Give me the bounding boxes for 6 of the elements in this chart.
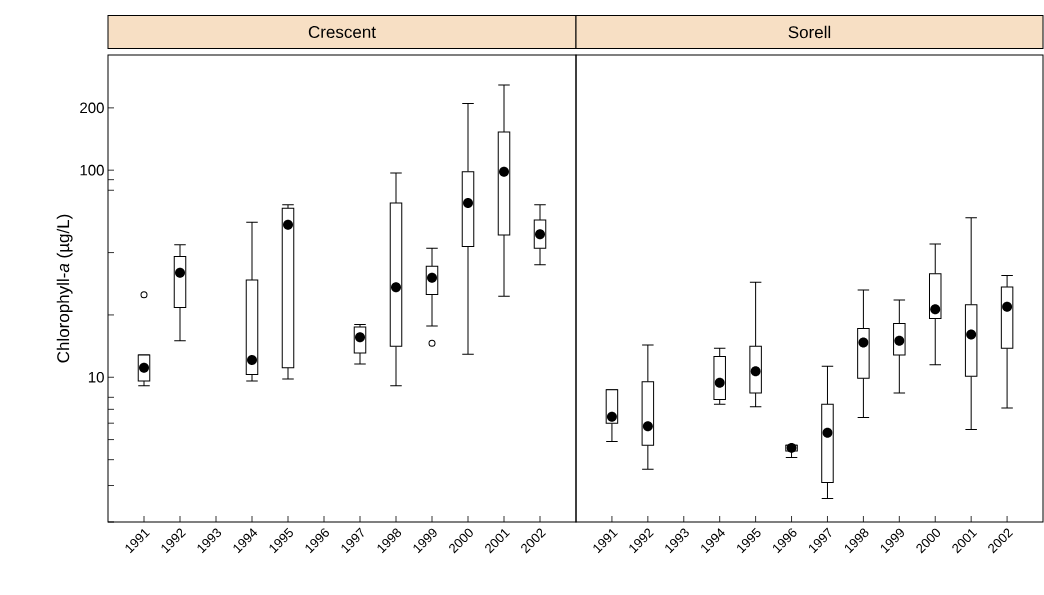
y-tick-label: 10: [88, 371, 104, 383]
y-tick-label: 100: [80, 164, 104, 176]
y-tick-label: 200: [80, 102, 104, 114]
chart-title: Crescent: [308, 25, 376, 39]
chart-title: Sorell: [788, 25, 831, 39]
y-axis-title: Chlorophyll-a (µg/L): [56, 214, 73, 363]
